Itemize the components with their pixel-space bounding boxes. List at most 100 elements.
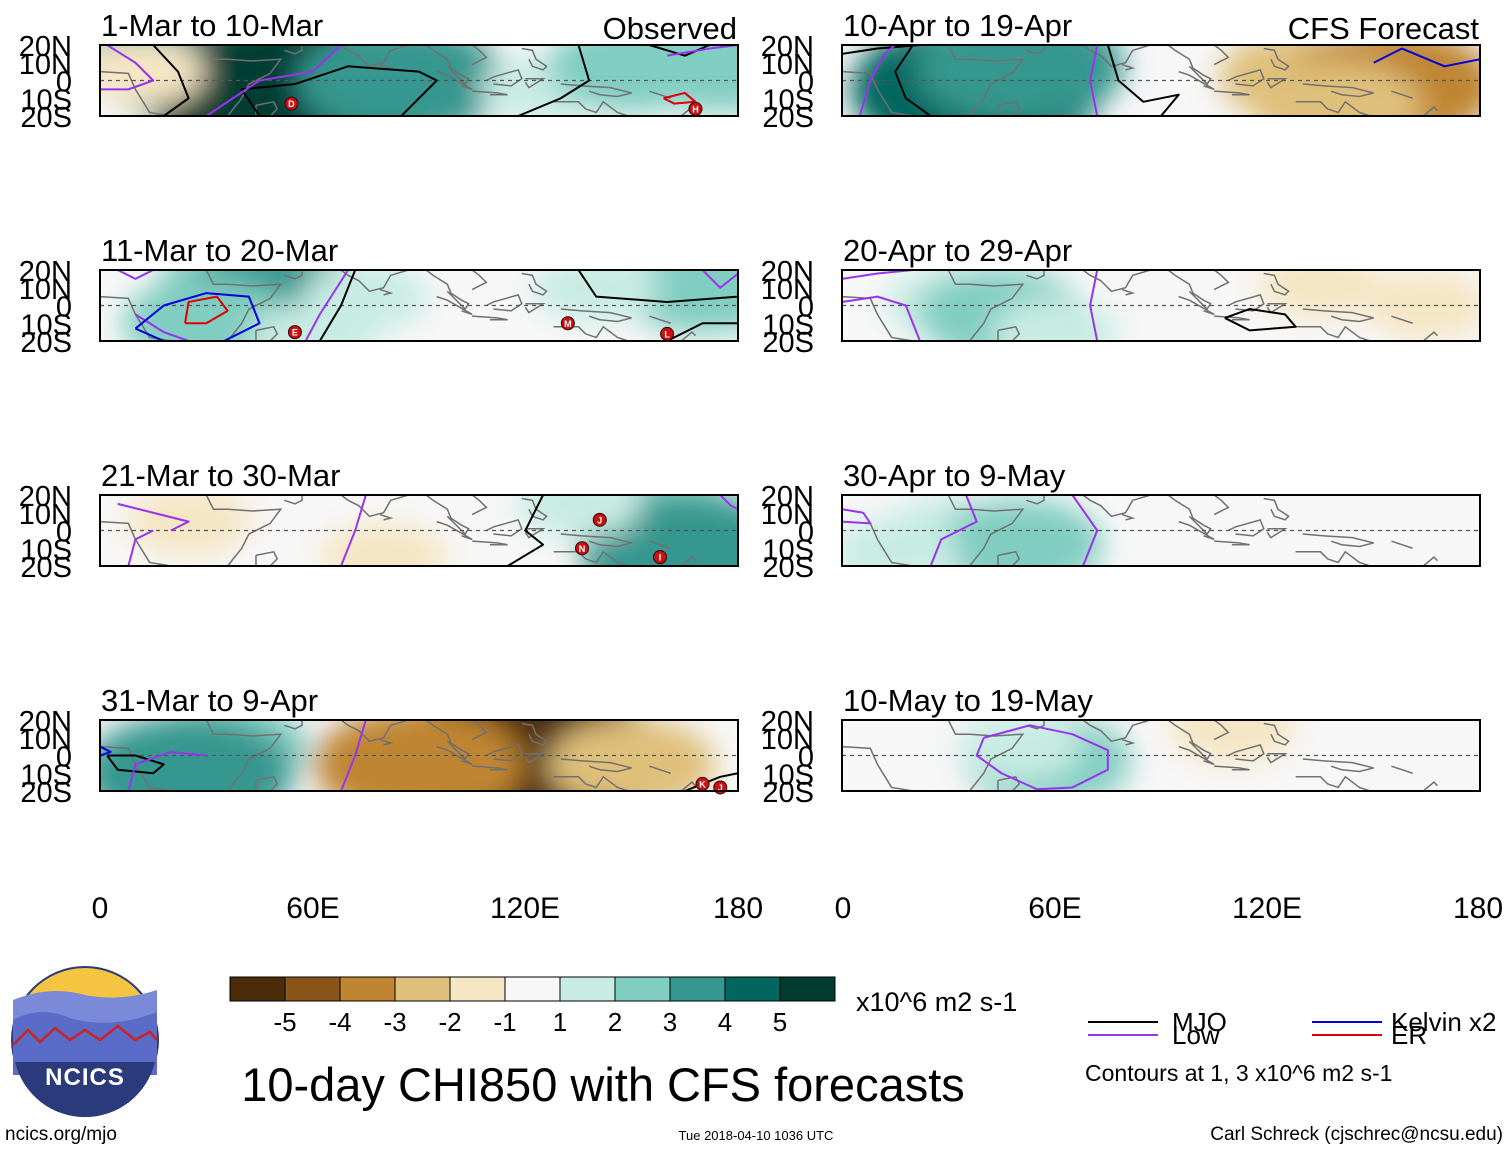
timestamp: Tue 2018-04-10 1036 UTC [679, 1128, 834, 1143]
anomaly-shading [296, 45, 507, 116]
coastline [1302, 758, 1374, 773]
coastline [1167, 720, 1212, 761]
contour-low [100, 45, 155, 91]
coastline [1082, 270, 1151, 293]
coastline [1264, 40, 1268, 42]
coastline [1026, 495, 1045, 505]
coastline [842, 745, 914, 791]
coastline [255, 550, 279, 566]
contour-er [184, 295, 229, 325]
y-tick-label: 20N [19, 256, 72, 288]
coastline [842, 70, 914, 116]
panel-frame [99, 494, 739, 567]
y-tick-label: 20S [20, 777, 72, 809]
coastline [1214, 765, 1250, 771]
author-credit: Carl Schreck (cjschrec@ncsu.edu) [1210, 1124, 1503, 1145]
coastline [255, 775, 279, 791]
anomaly-shading [1254, 61, 1423, 116]
y-tick-label: 10S [20, 84, 72, 116]
coastline [1264, 490, 1268, 492]
website-link[interactable]: ncics.org/mjo [5, 1124, 117, 1145]
y-tick-label: 20S [762, 327, 814, 359]
storm-id: J [718, 783, 723, 793]
storm-marker: M [560, 316, 575, 331]
colorbar-swatch [614, 976, 671, 1002]
coastline [425, 270, 470, 311]
y-tick-label: 20N [761, 256, 814, 288]
coastline [1228, 68, 1265, 87]
coastline [522, 265, 526, 267]
panel-frame [841, 494, 1481, 567]
x-tick-label: 60E [286, 892, 339, 925]
coastline [1264, 265, 1268, 267]
coastline [472, 765, 508, 771]
colorbar-swatch [339, 976, 396, 1002]
coastline [1295, 775, 1371, 791]
anomaly-shading [100, 720, 294, 791]
x-tick-label: 0 [835, 892, 852, 925]
coastline [1026, 270, 1045, 280]
map-panels: DH1-Mar to 10-Mar Observed20N10N010S20S10… [19, 8, 1481, 809]
y-tick-label: 10S [762, 84, 814, 116]
panel-label: CFS Forecast [1288, 11, 1480, 46]
contour-low [701, 270, 738, 289]
coastline [947, 495, 1025, 566]
panel-period: 20-Apr to 29-Apr [843, 233, 1072, 268]
storm-marker: E [287, 325, 302, 340]
anomaly-shading [125, 495, 252, 557]
contour-er [663, 91, 697, 105]
panel-period: 10-Apr to 19-Apr [843, 8, 1072, 43]
coastline [255, 325, 279, 341]
coastline [1263, 722, 1290, 746]
contour-low [719, 495, 738, 511]
coastline [1121, 288, 1136, 296]
coastline [649, 540, 671, 549]
storm-id: K [699, 779, 706, 789]
coastline [1302, 308, 1374, 323]
anomaly-shading [991, 297, 1118, 341]
y-tick-label: 10S [20, 759, 72, 791]
coastline [340, 45, 409, 68]
contour-mjo [1106, 45, 1180, 116]
y-tick-label: 10N [19, 724, 72, 756]
panel-frame [99, 269, 739, 342]
x-tick-label: 60E [1028, 892, 1081, 925]
panel-period: 30-Apr to 9-May [843, 458, 1066, 493]
coastline [1214, 540, 1250, 546]
anomaly-shading [122, 277, 291, 341]
panel-frame [841, 269, 1481, 342]
coastline [1266, 527, 1288, 539]
coastline [1263, 497, 1290, 521]
coastline [997, 550, 1021, 566]
coastline [284, 495, 303, 505]
anomaly-shading [100, 45, 206, 107]
y-tick-label: 10S [762, 534, 814, 566]
y-tick-label: 0 [56, 742, 72, 774]
storm-id: I [659, 553, 662, 563]
coastline [1228, 293, 1265, 312]
coastline [1214, 90, 1250, 96]
storm-id: H [692, 104, 699, 114]
panel-period: 1-Mar to 10-Mar [101, 8, 323, 43]
coastline [997, 325, 1021, 341]
y-tick-label: 20N [19, 706, 72, 738]
contour-mjo [507, 495, 545, 566]
colorbar-swatch [559, 976, 616, 1002]
x-tick-label: 120E [1232, 892, 1302, 925]
coastline [471, 45, 488, 66]
x-tick-label: 180 [713, 892, 763, 925]
storm-marker: L [660, 326, 675, 341]
coastline [425, 45, 470, 86]
storm-marker: H [688, 101, 703, 116]
coastline [471, 270, 488, 291]
panel-label: Observed [603, 11, 737, 46]
contour-low [127, 750, 207, 791]
coastline [680, 331, 696, 341]
coastline [947, 45, 1025, 116]
coastline [1302, 83, 1374, 98]
coastline [1391, 315, 1413, 324]
contour-low [205, 45, 342, 116]
contour-mjo [842, 45, 921, 55]
